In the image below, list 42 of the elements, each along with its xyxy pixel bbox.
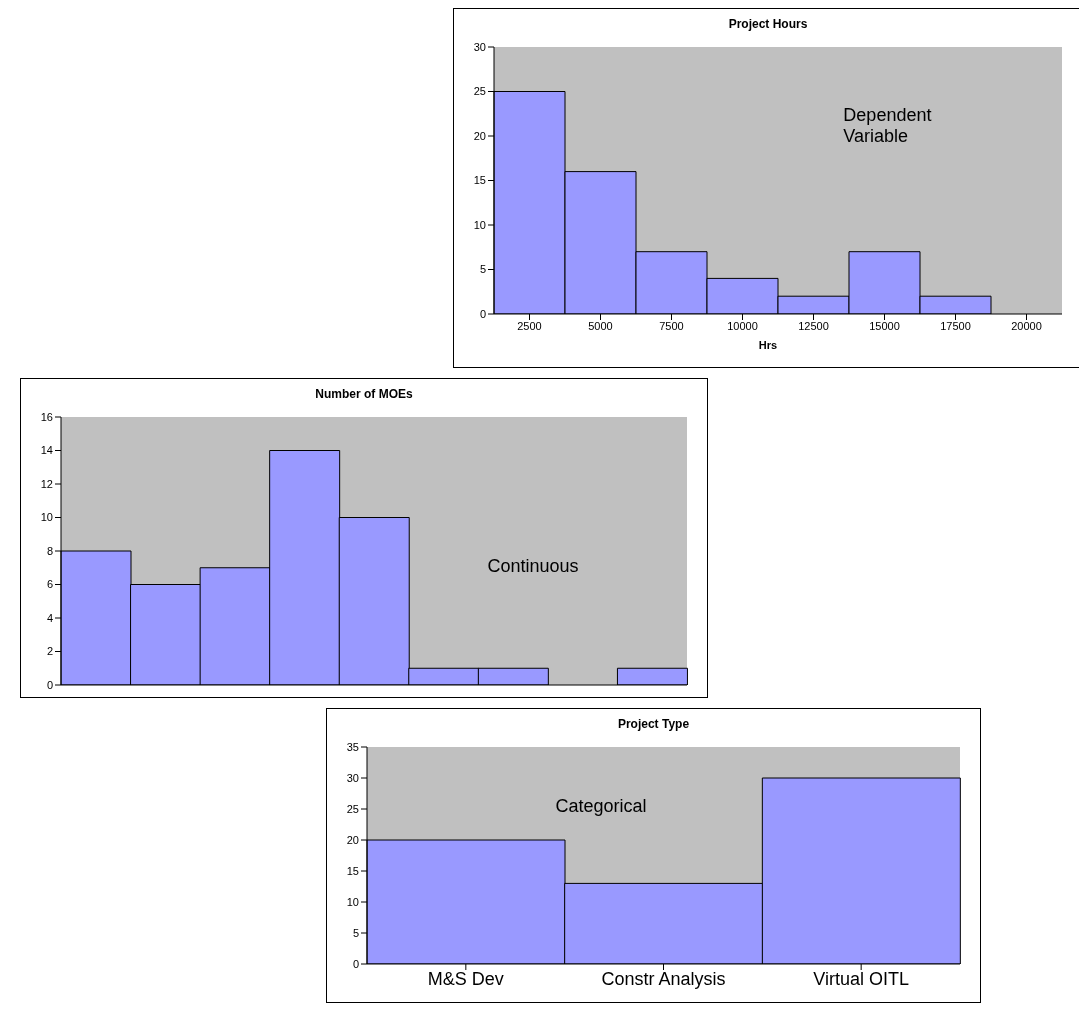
y-tick-label: 30 [473,40,486,53]
y-tick-label: 20 [346,833,359,846]
y-tick-label: 25 [346,802,359,815]
y-tick-label: 10 [473,218,486,231]
chart-title: Number of MOEs [314,386,414,403]
annotation: Continuous [487,555,580,577]
chart-title: Project Hours [727,16,809,33]
chart-title: Project Type [616,716,691,733]
y-tick-label: 2 [46,645,53,658]
y-tick-label: 30 [346,771,359,784]
y-tick-label: 16 [40,410,53,423]
annotation: Categorical [555,795,648,817]
y-tick-label: 10 [346,895,359,908]
annotation: Dependent Variable [843,105,933,147]
y-tick-label: 4 [46,611,53,624]
y-tick-label: 6 [46,578,53,591]
y-tick-label: 15 [346,864,359,877]
y-tick-label: 0 [479,307,486,320]
y-tick-label: 5 [352,926,359,939]
x-tick-label: 5000 [588,319,613,332]
y-tick-label: 0 [46,678,53,691]
y-tick-label: 0 [352,957,359,970]
y-tick-label: 12 [40,477,53,490]
y-tick-label: 25 [473,85,486,98]
y-tick-label: 8 [46,544,53,557]
x-axis-title: Hrs [757,339,779,353]
x-tick-label: 10000 [727,319,758,332]
x-tick-label: Virtual OITL [813,968,910,989]
x-tick-label: M&S Dev [427,968,504,989]
y-tick-label: 35 [346,740,359,753]
x-tick-label: 2500 [517,319,542,332]
y-tick-label: 10 [40,511,53,524]
y-tick-label: 20 [473,129,486,142]
y-tick-label: 14 [40,444,53,457]
x-tick-label: 7500 [659,319,684,332]
x-tick-label: 20000 [1011,319,1042,332]
x-tick-label: 15000 [869,319,900,332]
x-tick-label: Constr Analysis [601,968,726,989]
y-tick-label: 15 [473,174,486,187]
x-tick-label: 12500 [798,319,829,332]
x-tick-label: 17500 [940,319,971,332]
y-tick-label: 5 [479,263,486,276]
